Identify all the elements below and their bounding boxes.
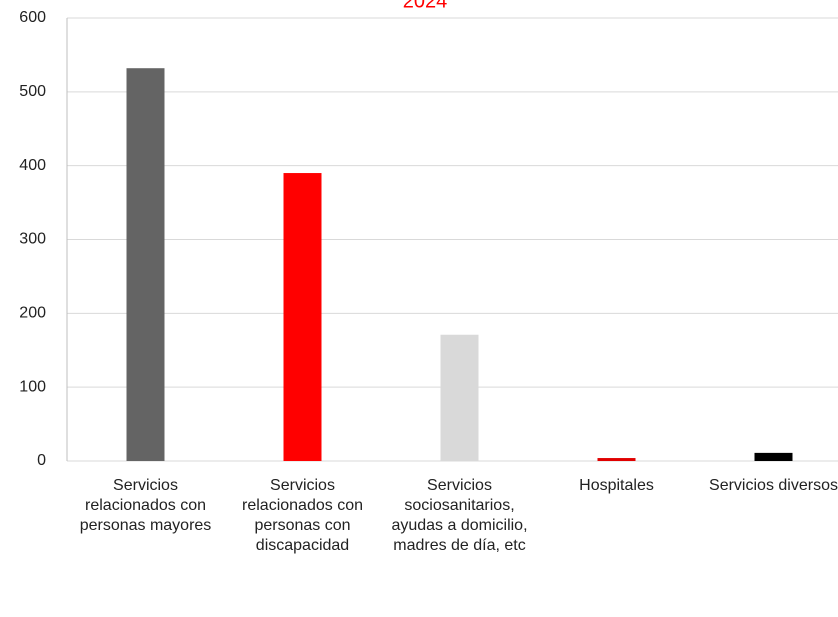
y-tick-label: 300 (19, 231, 46, 248)
y-tick-label: 100 (19, 378, 46, 395)
y-tick-label: 0 (37, 452, 46, 469)
x-tick-label: Servicios relacionados con personas con … (242, 477, 363, 554)
x-tick-label: Servicios sociosanitarios, ayudas a domi… (391, 477, 528, 554)
y-tick-label: 200 (19, 305, 46, 322)
chart-title: 2024 (403, 0, 448, 12)
x-tick-label: Servicios relacionados con personas mayo… (79, 477, 212, 534)
bar (754, 452, 793, 461)
y-tick-label: 500 (19, 83, 46, 100)
x-tick-label: Hospitales (579, 477, 654, 494)
x-tick-label: Servicios diversos (709, 477, 838, 494)
bar (126, 68, 165, 461)
bar (283, 173, 322, 462)
bar (440, 334, 479, 461)
bar (597, 458, 636, 461)
y-tick-label: 400 (19, 157, 46, 174)
y-tick-label: 600 (19, 9, 46, 26)
